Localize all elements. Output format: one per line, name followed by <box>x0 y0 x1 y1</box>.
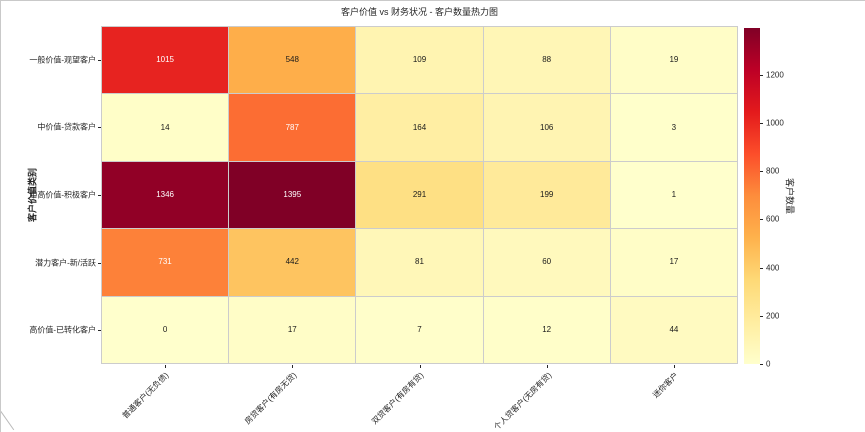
heatmap-cell: 7 <box>356 296 483 363</box>
heatmap-cell: 1 <box>610 161 737 229</box>
x-tick-mark <box>546 365 548 368</box>
x-tick-label: 双贷客户(有房有贷) <box>370 370 426 427</box>
heatmap-cell: 60 <box>483 229 610 296</box>
heatmap-cell: 0 <box>102 296 229 363</box>
colorbar-gradient <box>744 28 760 364</box>
x-tick-label: 迷你客户 <box>651 370 681 400</box>
y-tick-label: 中高价值-积极客户 <box>29 190 96 200</box>
x-tick-label: 房贷客户(有房无贷) <box>242 370 299 427</box>
y-tick-mark <box>98 59 101 61</box>
heatmap-cell: 787 <box>229 94 356 161</box>
heatmap-cell: 548 <box>229 27 356 94</box>
corner-diagonal-mark <box>1 405 15 431</box>
heatmap-cell: 1395 <box>229 161 356 229</box>
colorbar-tick-mark <box>760 315 763 317</box>
heatmap-cell: 17 <box>610 229 737 296</box>
colorbar-tick-mark <box>760 364 763 365</box>
colorbar-tick-label: 600 <box>766 214 780 224</box>
x-tick-mark <box>164 365 166 368</box>
heatmap-cell: 731 <box>102 229 229 296</box>
chart-title: 客户价值 vs 财务状况 - 客户数量热力图 <box>341 7 498 17</box>
x-tick-mark <box>674 365 676 368</box>
y-tick-label: 潜力客户-新/活跃 <box>35 258 96 268</box>
heatmap-grid: 1015 548 109 88 19 14 787 164 106 3 1346 1395 291 199… <box>101 26 738 364</box>
colorbar-tick-label: 1000 <box>766 118 784 128</box>
heatmap-cell: 291 <box>356 161 483 229</box>
heatmap-cell: 12 <box>483 296 610 363</box>
heatmap-cell: 442 <box>229 229 356 296</box>
y-tick-mark <box>98 195 101 196</box>
heatmap-cell: 164 <box>356 94 483 161</box>
heatmap-cell: 199 <box>483 161 610 229</box>
heatmap-cell: 88 <box>483 27 610 94</box>
colorbar-tick-label: 1200 <box>766 70 784 80</box>
y-tick-mark <box>98 127 101 129</box>
heatmap-cell: 44 <box>610 296 737 363</box>
colorbar-tick-mark <box>760 219 763 221</box>
y-tick-mark <box>98 330 101 332</box>
colorbar-tick-mark <box>760 74 763 76</box>
heatmap-cell: 14 <box>102 94 229 161</box>
heatmap-cell: 109 <box>356 27 483 94</box>
heatmap-cell: 17 <box>229 296 356 363</box>
colorbar-tick-mark <box>760 171 763 173</box>
x-tick-label: 个人贷客户(无房有贷) <box>491 370 553 432</box>
y-tick-label: 一般价值-观望客户 <box>29 55 96 65</box>
colorbar-tick-mark <box>760 267 763 269</box>
colorbar-tick-mark <box>760 123 763 125</box>
heatmap-cell: 1346 <box>102 161 229 229</box>
x-tick-label: 普通客户(无负债) <box>121 370 171 421</box>
colorbar-tick-label: 200 <box>766 311 780 321</box>
heatmap-cell: 3 <box>610 94 737 161</box>
colorbar-axis-label: 客户数量 <box>784 177 795 215</box>
x-tick-mark <box>292 365 294 368</box>
x-tick-mark <box>419 365 421 368</box>
colorbar-tick-label: 0 <box>766 359 771 369</box>
y-tick-mark <box>98 262 101 264</box>
colorbar-tick-label: 800 <box>766 166 780 176</box>
heatmap-cell: 106 <box>483 94 610 161</box>
y-tick-label: 中价值-贷款客户 <box>37 122 96 132</box>
y-tick-label: 高价值-已转化客户 <box>29 325 96 335</box>
heatmap-cell: 19 <box>610 27 737 94</box>
colorbar-tick-label: 400 <box>766 263 780 273</box>
heatmap-cell: 81 <box>356 229 483 296</box>
heatmap-cell: 1015 <box>102 27 229 94</box>
